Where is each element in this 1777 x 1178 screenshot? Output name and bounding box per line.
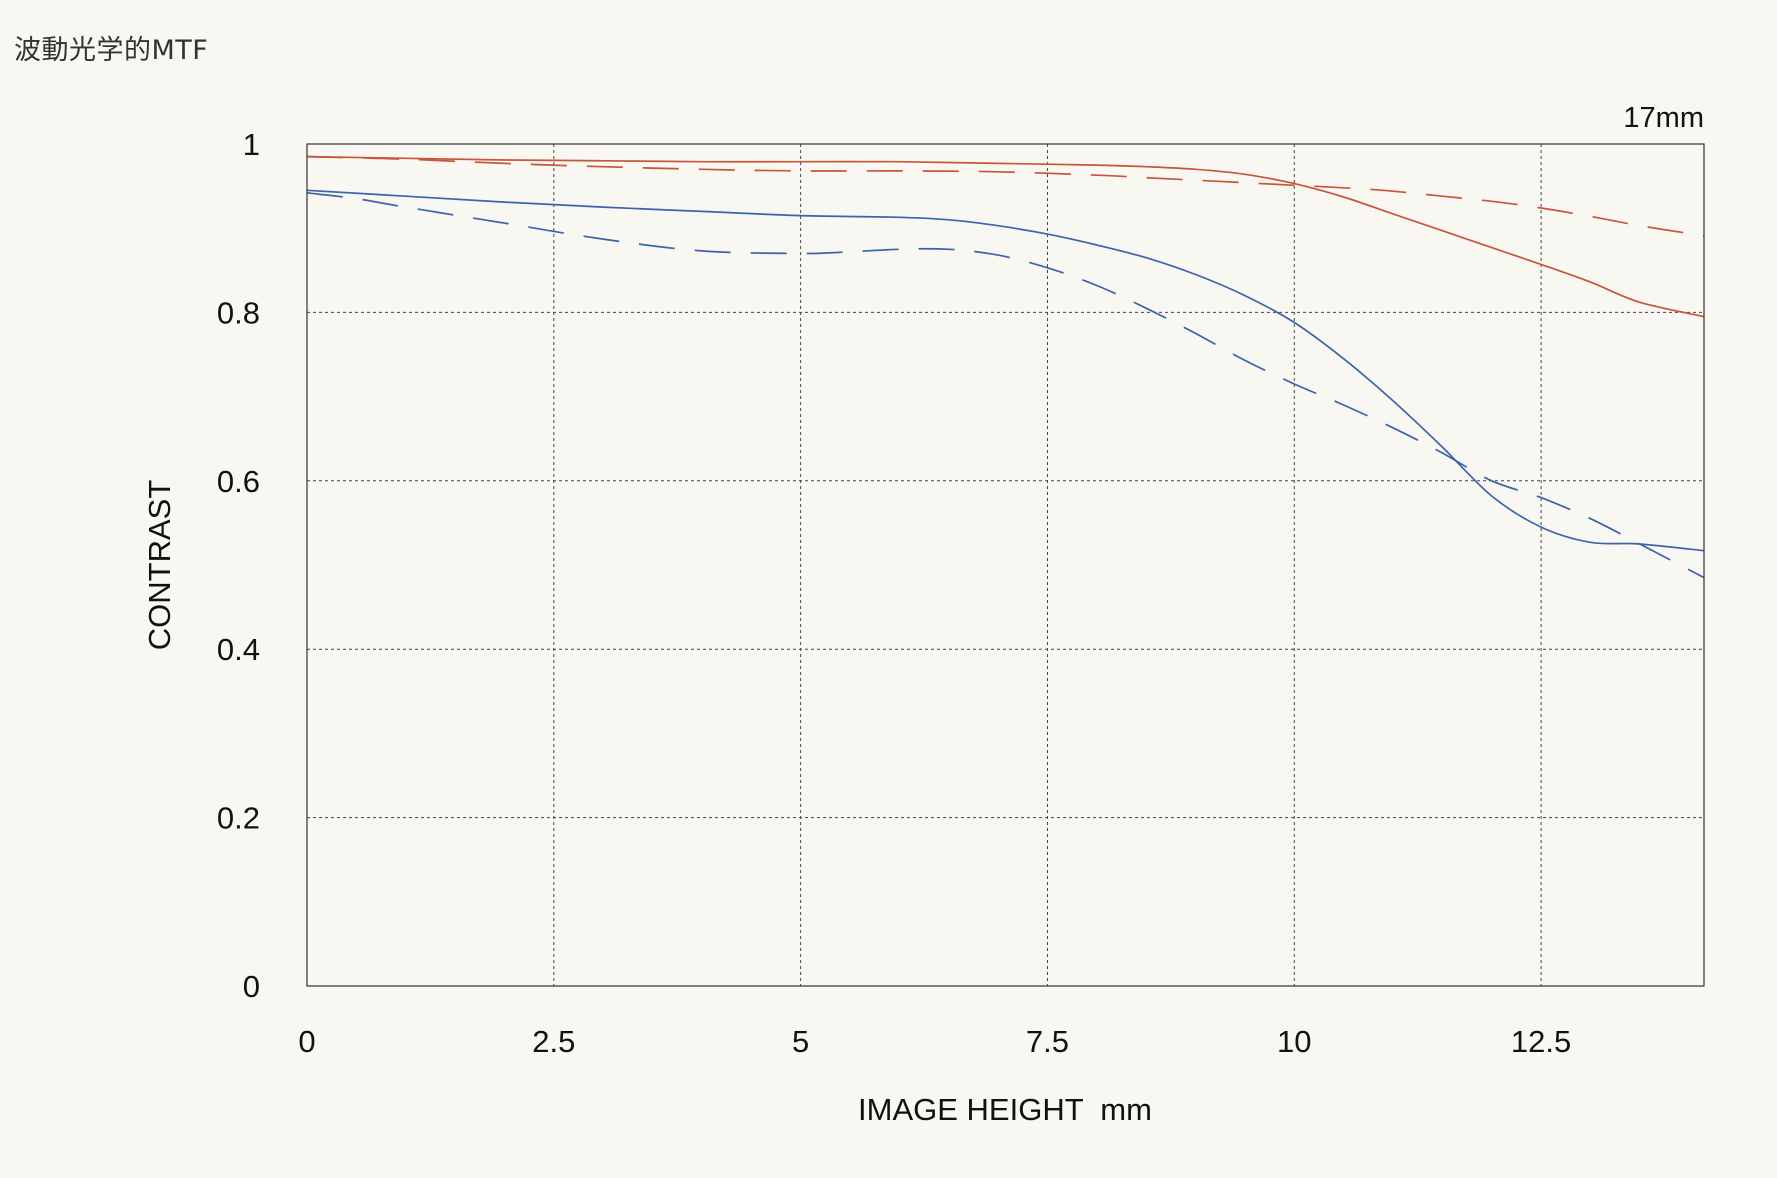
- page-title: 波動光学的MTF: [14, 35, 209, 66]
- x-tick-label: 7.5: [1026, 1024, 1069, 1059]
- y-tick-label: 0.8: [217, 295, 260, 330]
- x-tick-label: 10: [1277, 1024, 1311, 1059]
- y-tick-label: 0.4: [217, 632, 260, 667]
- y-axis-label: CONTRAST: [142, 480, 177, 651]
- grid-layer: [307, 144, 1704, 986]
- x-tick-label: 12.5: [1511, 1024, 1571, 1059]
- y-tick-label: 0: [243, 969, 260, 1004]
- focal-length-label: 17mm: [1623, 102, 1704, 134]
- series-line-1-solid: [306, 155, 1705, 318]
- series-layer: [306, 155, 1705, 579]
- series-line-2-dashed: [306, 155, 1705, 237]
- x-tick-label: 2.5: [532, 1024, 575, 1059]
- series-line-3-solid: [306, 189, 1705, 552]
- series-line-4-dashed: [306, 191, 1705, 579]
- y-tick-label: 0.6: [217, 464, 260, 499]
- plot-frame: [306, 143, 1705, 987]
- ticks-layer: 0 2.5 5 7.5 10 12.5 0 0.2 0.4 0.6 0.8 1: [217, 127, 1571, 1059]
- x-tick-label: 5: [792, 1024, 809, 1059]
- x-axis-label: IMAGE HEIGHT mm: [858, 1092, 1152, 1127]
- y-tick-label: 0.2: [217, 801, 260, 836]
- x-tick-label: 0: [298, 1024, 315, 1059]
- y-tick-label: 1: [243, 127, 260, 162]
